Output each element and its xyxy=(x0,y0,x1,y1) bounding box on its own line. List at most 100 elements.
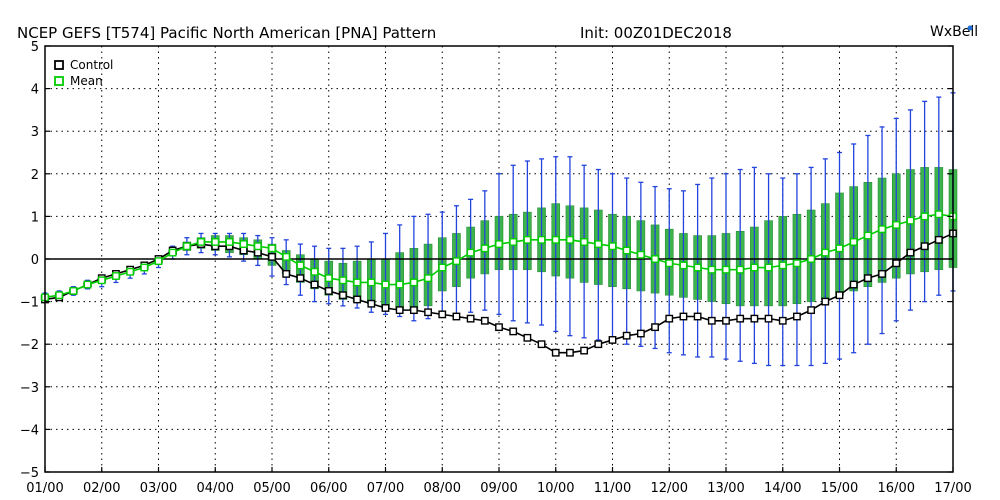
x-tick-label: 01/00 xyxy=(26,481,63,496)
point-mean xyxy=(835,244,844,253)
point-mean xyxy=(55,291,64,300)
x-tick-label: 17/00 xyxy=(934,481,971,496)
point-mean xyxy=(424,274,432,283)
point-control xyxy=(282,270,291,278)
point-mean xyxy=(140,263,149,272)
point-mean xyxy=(651,255,659,263)
point-mean xyxy=(282,252,291,261)
point-control xyxy=(920,242,929,251)
point-control xyxy=(268,252,276,261)
point-control xyxy=(509,327,518,336)
point-mean xyxy=(310,267,319,276)
point-control xyxy=(409,306,418,315)
point-mean xyxy=(693,263,702,272)
x-tick-label: 04/00 xyxy=(197,481,234,496)
point-mean xyxy=(509,238,518,246)
point-control xyxy=(863,274,872,283)
point-control xyxy=(551,348,560,357)
x-tick-label: 13/00 xyxy=(707,481,744,496)
point-control xyxy=(622,331,631,340)
point-mean xyxy=(849,238,858,246)
point-mean xyxy=(197,238,205,246)
point-control xyxy=(495,323,503,332)
point-control xyxy=(296,274,305,283)
point-mean xyxy=(580,238,589,246)
y-tick-label: 4 xyxy=(31,83,39,98)
x-tick-label: 16/00 xyxy=(878,481,915,496)
point-control xyxy=(466,314,475,323)
y-tick-label: 5 xyxy=(31,40,39,55)
point-control xyxy=(722,316,730,325)
point-mean xyxy=(537,235,546,244)
point-mean xyxy=(778,261,787,270)
point-control xyxy=(239,246,248,255)
legend-marker-mean xyxy=(54,76,64,86)
point-mean xyxy=(821,248,830,257)
point-mean xyxy=(225,238,234,246)
point-mean xyxy=(253,242,262,251)
point-control xyxy=(679,312,688,321)
point-control xyxy=(523,333,532,342)
y-tick-label: −2 xyxy=(20,338,39,353)
legend-marker-control xyxy=(54,60,64,70)
point-mean xyxy=(523,235,532,244)
point-control xyxy=(594,340,603,349)
point-mean xyxy=(438,263,447,272)
point-mean xyxy=(594,240,603,248)
point-control xyxy=(651,323,659,332)
point-mean xyxy=(97,276,106,285)
point-control xyxy=(736,314,745,323)
legend-label-mean: Mean xyxy=(70,74,103,88)
y-tick-label: −4 xyxy=(20,423,39,438)
point-mean xyxy=(892,221,901,229)
point-control xyxy=(750,314,759,323)
point-control xyxy=(821,297,830,306)
point-control xyxy=(764,314,773,323)
point-mean xyxy=(367,278,376,287)
x-tick-label: 02/00 xyxy=(83,481,120,496)
point-control xyxy=(566,348,574,357)
point-control xyxy=(438,310,447,319)
point-mean xyxy=(112,272,120,280)
point-control xyxy=(807,306,816,315)
point-control xyxy=(636,329,645,338)
point-mean xyxy=(182,242,191,251)
point-mean xyxy=(296,261,305,270)
point-mean xyxy=(154,257,163,266)
point-mean xyxy=(636,250,645,259)
point-mean xyxy=(920,212,929,221)
point-control xyxy=(367,299,376,308)
init-label: Init: 00Z01DEC2018 xyxy=(580,24,732,42)
x-tick-label: 09/00 xyxy=(480,481,517,496)
x-tick-label: 07/00 xyxy=(367,481,404,496)
point-control xyxy=(608,336,617,344)
x-tick-label: 03/00 xyxy=(140,481,177,496)
x-tick-labels: 01/00 02/00 03/00 04/00 05/00 06/00 07/00 08/00… xyxy=(26,467,972,496)
y-tick-label: −1 xyxy=(20,296,39,311)
x-tick-label: 11/00 xyxy=(594,481,631,496)
point-control xyxy=(906,248,915,257)
point-mean xyxy=(69,287,78,295)
point-mean xyxy=(608,242,617,251)
point-mean xyxy=(211,238,220,246)
point-mean xyxy=(566,235,574,244)
point-control xyxy=(878,270,886,278)
point-mean xyxy=(807,255,816,263)
x-tick-label: 08/00 xyxy=(424,481,461,496)
wxbell-logo: WxBell xyxy=(930,24,978,40)
point-mean xyxy=(409,278,418,287)
point-mean xyxy=(878,225,886,234)
legend-label-control: Control xyxy=(70,58,113,72)
x-tick-label: 15/00 xyxy=(821,481,858,496)
point-mean xyxy=(736,265,745,274)
y-tick-label: 3 xyxy=(31,125,39,140)
point-control xyxy=(324,287,333,295)
point-control xyxy=(665,314,674,323)
point-control xyxy=(537,340,546,349)
x-tick-label: 14/00 xyxy=(764,481,801,496)
point-mean xyxy=(353,278,362,287)
y-tick-label: 0 xyxy=(31,253,39,268)
legend: Control Mean xyxy=(54,58,113,88)
point-mean xyxy=(863,231,872,240)
point-mean xyxy=(339,276,347,285)
